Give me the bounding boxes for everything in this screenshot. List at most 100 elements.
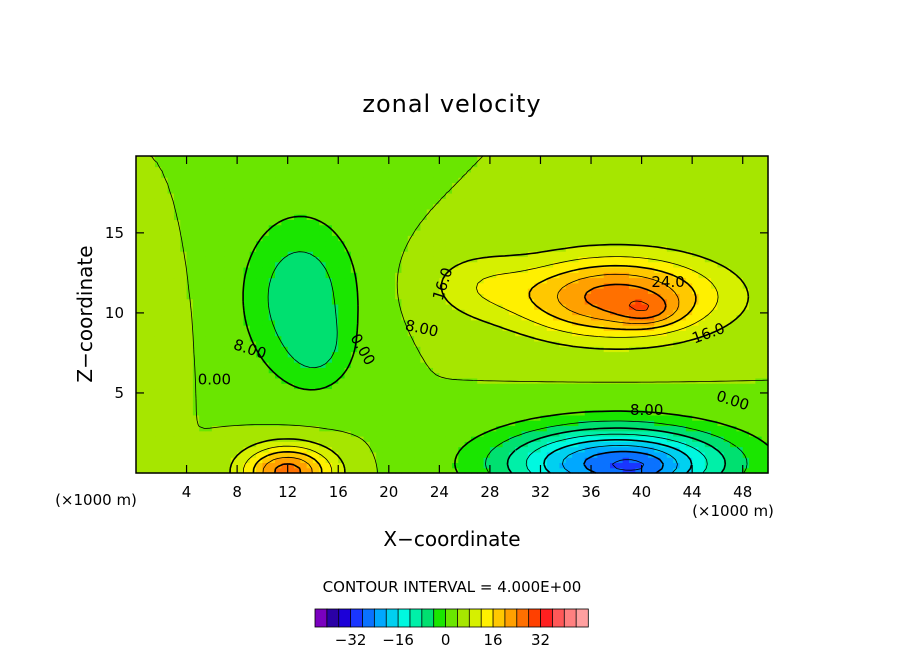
heatmap-cell [730, 219, 737, 226]
heatmap-cell [211, 240, 219, 247]
heatmap-cell [363, 367, 371, 374]
heatmap-cell [338, 425, 346, 432]
heatmap-cell [243, 399, 251, 405]
heatmap-cell [319, 436, 327, 442]
heatmap-cell [401, 346, 409, 353]
heatmap-cell [224, 383, 232, 390]
heatmap-cell [243, 425, 251, 432]
heatmap-cell [711, 330, 719, 337]
heatmap-cell [610, 298, 617, 305]
heatmap-cell [673, 272, 681, 279]
heatmap-cell [584, 425, 592, 432]
heatmap-cell [376, 325, 384, 331]
heatmap-cell [243, 367, 251, 374]
heatmap-cell [452, 219, 459, 226]
heatmap-cell [641, 441, 649, 448]
heatmap-cell [515, 240, 523, 247]
heatmap-cell [736, 441, 744, 448]
heatmap-cell [666, 393, 674, 400]
heatmap-cell [711, 314, 719, 321]
heatmap-cell [515, 409, 523, 416]
heatmap-cell [319, 399, 327, 405]
heatmap-cell [704, 457, 712, 464]
heatmap-cell [395, 245, 403, 252]
heatmap-cell [439, 388, 447, 395]
heatmap-cell [363, 451, 371, 458]
heatmap-cell [742, 356, 750, 363]
heatmap-cell [654, 430, 662, 437]
heatmap-cell [136, 362, 143, 368]
heatmap-cell [218, 309, 226, 316]
heatmap-cell [553, 462, 561, 469]
heatmap-cell [679, 261, 687, 268]
heatmap-cell [161, 208, 169, 215]
heatmap-cell [666, 330, 674, 337]
heatmap-cell [666, 356, 674, 363]
heatmap-cell [565, 467, 573, 474]
heatmap-cell [388, 414, 396, 421]
heatmap-cell [692, 235, 700, 242]
heatmap-cell [540, 335, 548, 342]
heatmap-cell [502, 462, 510, 469]
heatmap-cell [173, 399, 181, 405]
heatmap-cell [211, 288, 219, 294]
heatmap-cell [224, 219, 232, 226]
heatmap-cell [414, 393, 421, 400]
heatmap-cell [287, 425, 295, 432]
heatmap-cell [420, 240, 428, 247]
heatmap-cell [534, 420, 542, 427]
heatmap-cell [218, 430, 226, 437]
heatmap-cell [572, 467, 579, 474]
heatmap-cell [154, 393, 162, 400]
heatmap-cell [382, 240, 390, 247]
heatmap-cell [458, 330, 466, 337]
heatmap-cell [275, 377, 282, 384]
heatmap-cell [698, 356, 706, 363]
heatmap-cell [344, 436, 352, 442]
heatmap-cell [572, 261, 579, 268]
heatmap-cell [237, 446, 245, 453]
heatmap-cell [167, 430, 175, 437]
heatmap-cell [331, 451, 339, 458]
heatmap-cell [660, 377, 668, 384]
heatmap-cell [610, 335, 617, 342]
heatmap-cell [148, 377, 156, 384]
heatmap-cell [452, 367, 459, 374]
heatmap-cell [534, 319, 542, 326]
heatmap-cell [489, 457, 497, 464]
heatmap-cell [148, 282, 156, 289]
heatmap-cell [186, 409, 194, 416]
heatmap-cell [527, 436, 535, 442]
heatmap-cell [489, 251, 497, 257]
heatmap-cell [641, 399, 649, 405]
heatmap-cell [161, 425, 169, 432]
heatmap-cell [673, 351, 681, 358]
heatmap-cell [300, 356, 308, 363]
heatmap-cell [527, 399, 535, 405]
heatmap-cell [521, 235, 529, 242]
heatmap-cell [407, 404, 415, 411]
heatmap-cell [218, 351, 226, 358]
heatmap-cell [483, 224, 491, 231]
heatmap-cell [230, 214, 238, 220]
heatmap-cell [445, 372, 453, 379]
heatmap-cell [711, 272, 719, 279]
heatmap-cell [262, 303, 270, 310]
heatmap-cell [369, 372, 377, 379]
heatmap-cell [243, 208, 251, 215]
heatmap-cell [641, 356, 649, 363]
heatmap-cell [180, 325, 188, 331]
heatmap-cell [477, 346, 485, 353]
heatmap-cell [154, 214, 162, 220]
heatmap-cell [736, 367, 744, 374]
heatmap-cell [628, 409, 636, 416]
heatmap-cell [199, 330, 207, 337]
heatmap-cell [395, 293, 403, 300]
heatmap-cell [331, 251, 339, 257]
heatmap-cell [755, 383, 763, 390]
heatmap-cell [711, 219, 719, 226]
heatmap-cell [622, 214, 630, 220]
heatmap-cell [553, 325, 561, 331]
heatmap-cell [654, 251, 662, 257]
heatmap-cell [742, 451, 750, 458]
